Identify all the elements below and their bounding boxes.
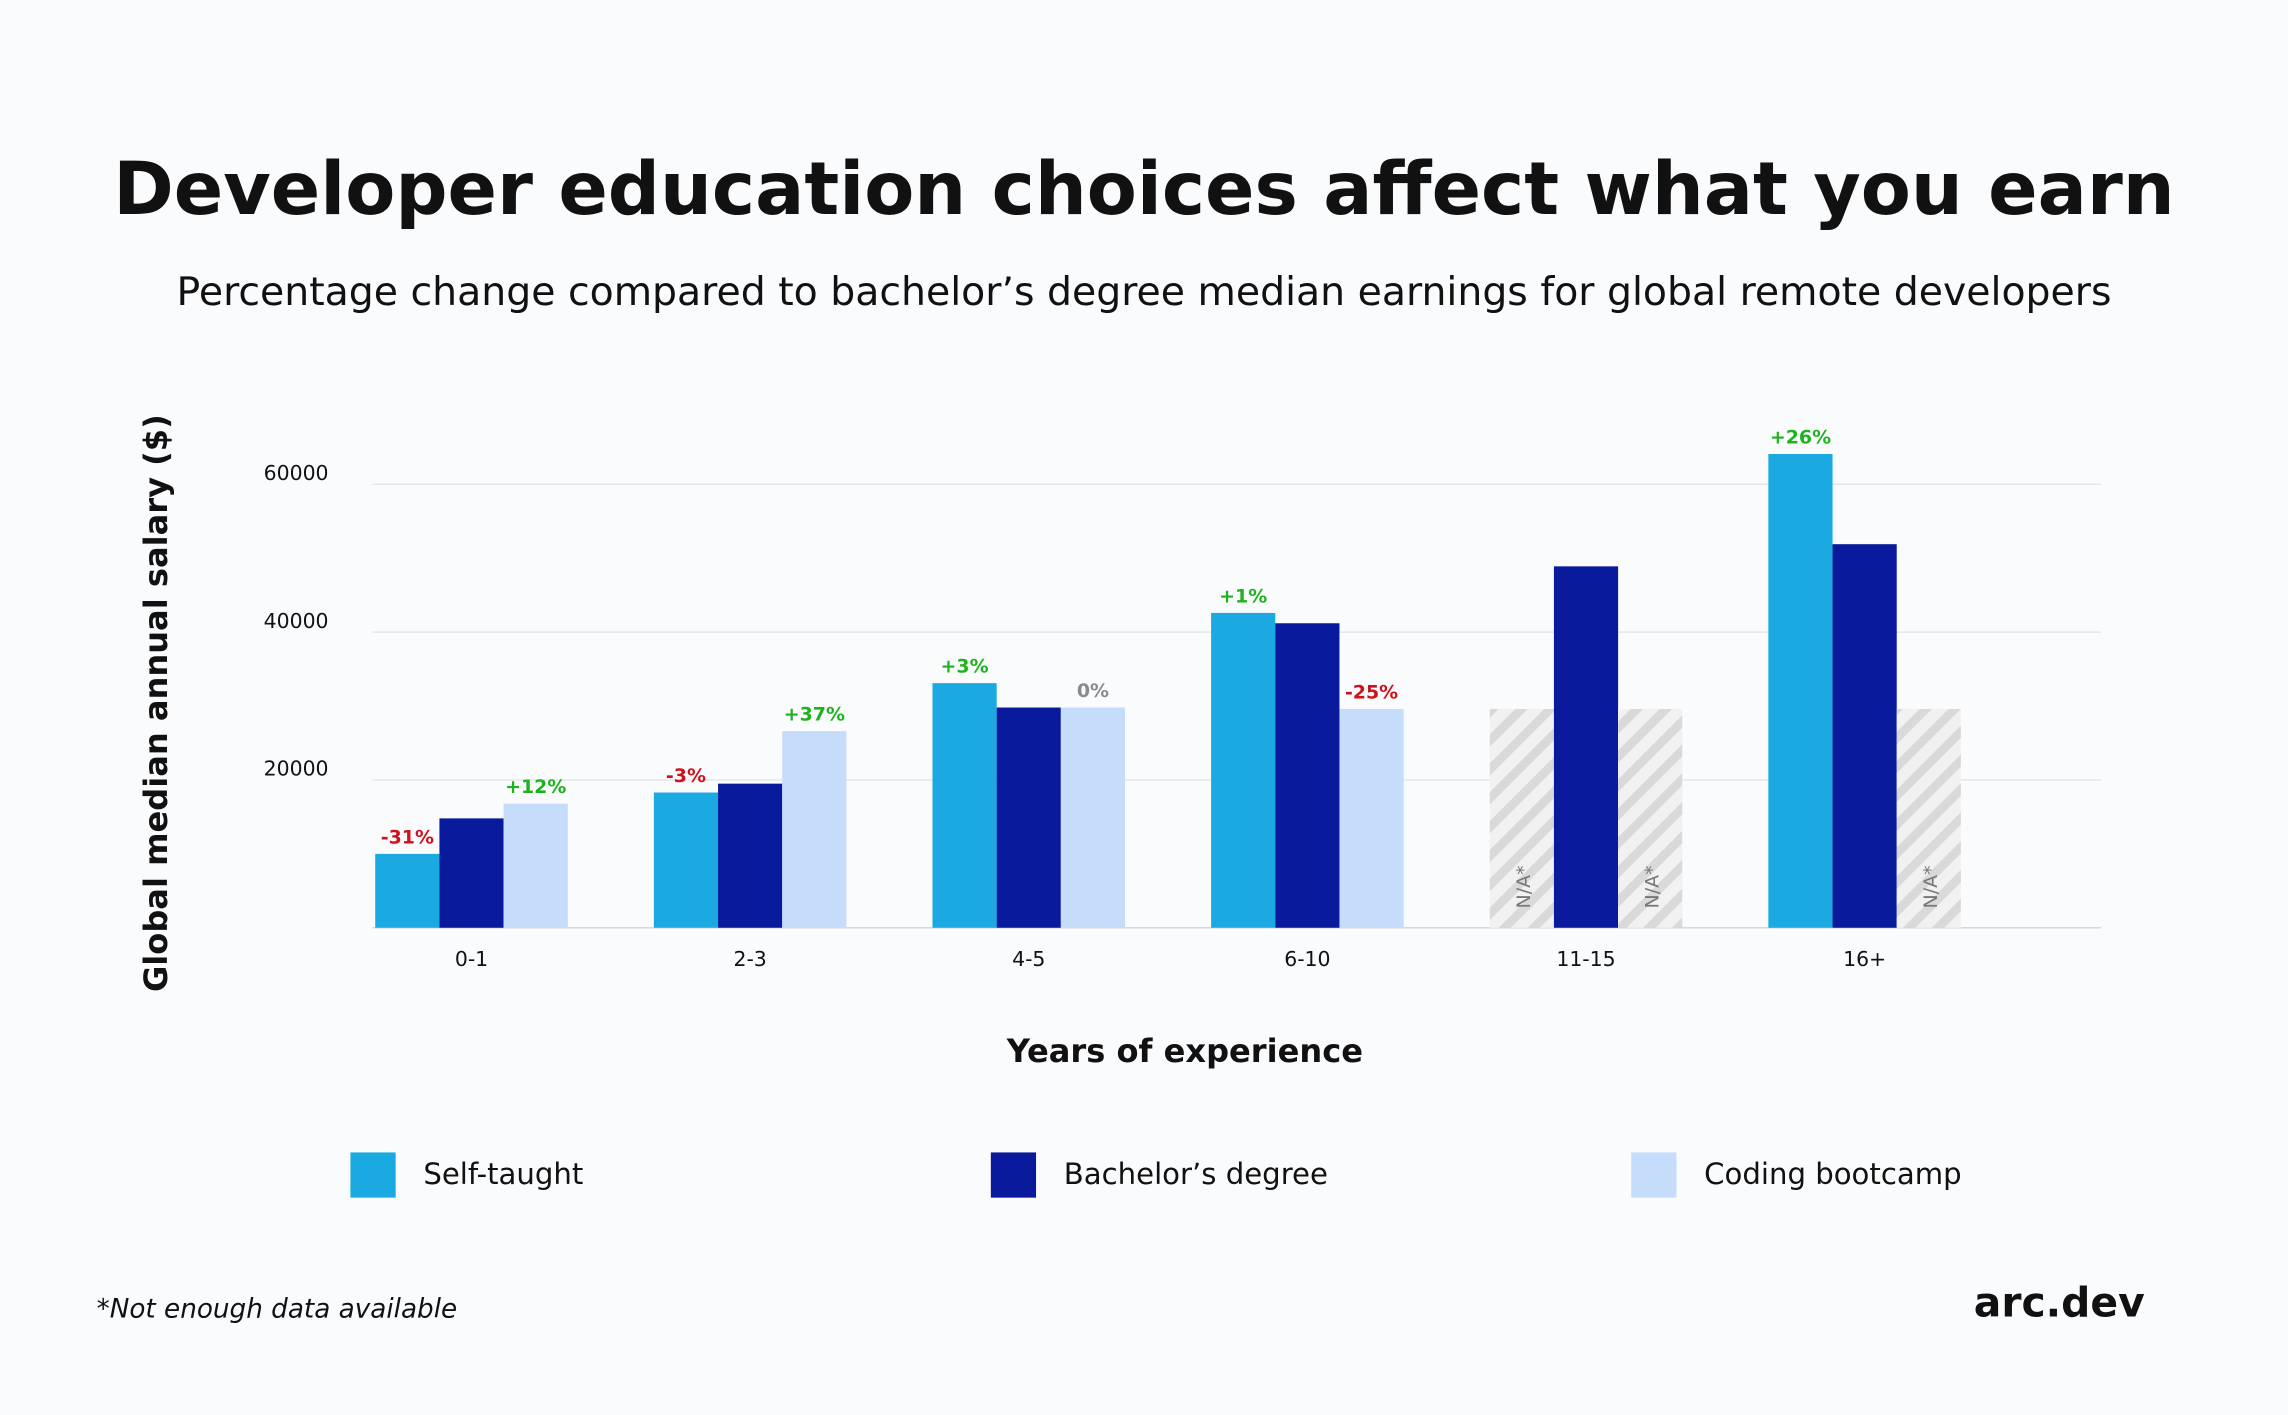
legend-swatch (350, 1152, 396, 1198)
bar (1275, 623, 1340, 928)
na-placeholder (1618, 708, 1683, 928)
x-tick-label: 6-10 (1284, 947, 1330, 971)
bar (1060, 707, 1126, 928)
footnote: *Not enough data available (97, 1294, 458, 1324)
na-placeholder (1489, 708, 1554, 928)
change-label: -31% (381, 826, 434, 848)
x-tick-label: 4-5 (1012, 947, 1045, 971)
legend-label: Self-taught (423, 1157, 583, 1191)
change-label: -25% (1345, 681, 1398, 703)
legend-label: Bachelor’s degree (1064, 1157, 1328, 1191)
change-label: +3% (941, 656, 989, 678)
bar (1553, 566, 1619, 928)
bar (503, 803, 568, 928)
change-label: +12% (505, 776, 566, 798)
x-axis-label: Years of experience (1006, 1032, 1363, 1070)
y-axis-label: Global median annual salary ($) (137, 414, 175, 992)
change-label: -3% (666, 765, 706, 787)
legend-label: Coding bootcamp (1704, 1157, 1961, 1191)
change-label: +37% (784, 704, 845, 726)
x-tick-label: 0-1 (455, 947, 488, 971)
y-tick-label: 60000 (264, 461, 329, 485)
change-label: +1% (1219, 585, 1267, 607)
na-label: N/A* (1642, 865, 1664, 908)
x-tick-label: 2-3 (733, 947, 766, 971)
bar (653, 792, 719, 928)
change-label: +26% (1770, 426, 1831, 448)
bar (439, 818, 504, 928)
chart-title: Developer education choices affect what … (113, 147, 2174, 232)
brand: arc.dev (1974, 1279, 2145, 1327)
bar (1339, 708, 1404, 928)
bar (1768, 454, 1833, 928)
x-tick-label: 16+ (1843, 947, 1886, 971)
legend-swatch (1631, 1152, 1677, 1198)
bar (1832, 544, 1897, 928)
na-placeholder (1896, 708, 1961, 928)
bar (718, 783, 783, 928)
bar (932, 683, 997, 928)
chart-subtitle: Percentage change compared to bachelor’s… (177, 269, 2112, 315)
na-label: N/A* (1920, 865, 1942, 908)
legend-swatch (990, 1152, 1037, 1198)
bar (782, 731, 847, 928)
bar (375, 853, 440, 928)
y-tick-label: 40000 (264, 609, 329, 633)
x-tick-label: 11-15 (1556, 947, 1615, 971)
na-label: N/A* (1513, 865, 1535, 908)
y-tick-label: 20000 (264, 757, 329, 781)
change-label: 0% (1077, 680, 1109, 702)
bar (996, 707, 1061, 928)
bar (1211, 612, 1276, 928)
